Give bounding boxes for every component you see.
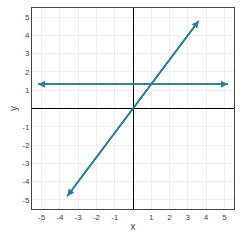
- svg-text:-4: -4: [22, 177, 30, 186]
- svg-text:-5: -5: [38, 213, 46, 222]
- svg-text:-4: -4: [56, 213, 64, 222]
- svg-text:x: x: [131, 221, 136, 232]
- svg-text:-1: -1: [111, 213, 119, 222]
- svg-text:2: 2: [25, 68, 30, 77]
- svg-text:-5: -5: [22, 196, 30, 205]
- svg-text:-2: -2: [93, 213, 101, 222]
- svg-text:5: 5: [25, 13, 30, 22]
- svg-text:y: y: [8, 106, 19, 111]
- svg-text:3: 3: [186, 213, 191, 222]
- svg-text:3: 3: [25, 49, 30, 58]
- svg-text:-2: -2: [22, 141, 30, 150]
- svg-text:-3: -3: [22, 159, 30, 168]
- svg-text:1: 1: [149, 213, 154, 222]
- svg-text:-3: -3: [75, 213, 83, 222]
- svg-text:-1: -1: [22, 123, 30, 132]
- svg-text:1: 1: [25, 86, 30, 95]
- svg-text:5: 5: [222, 213, 227, 222]
- svg-text:4: 4: [204, 213, 209, 222]
- svg-text:2: 2: [167, 213, 172, 222]
- svg-text:4: 4: [25, 31, 30, 40]
